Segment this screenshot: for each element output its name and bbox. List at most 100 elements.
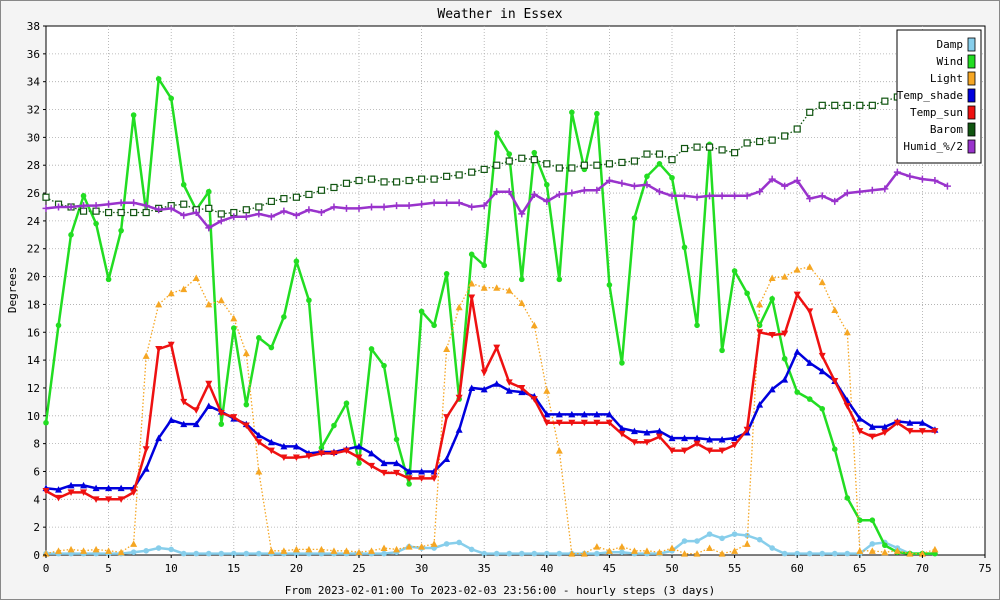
data-point-damp <box>531 550 538 557</box>
data-point-humid-2 <box>793 177 801 185</box>
data-point-light <box>793 266 801 273</box>
data-point-temp-shade <box>668 434 676 442</box>
data-point-wind <box>619 360 625 366</box>
data-point-humid-2 <box>718 192 726 200</box>
data-point-temp-shade <box>393 459 401 467</box>
data-point-damp <box>731 531 738 537</box>
data-point-damp <box>819 550 826 557</box>
legend-box <box>896 29 982 164</box>
data-point-temp-sun <box>806 308 814 315</box>
data-point-barom <box>217 210 225 218</box>
data-point-temp-shade <box>117 484 125 492</box>
data-point-temp-shade <box>292 442 300 450</box>
data-point-wind <box>43 419 49 426</box>
data-point-temp-sun <box>893 419 901 427</box>
data-point-temp-sun <box>843 403 851 410</box>
data-point-light <box>430 540 438 547</box>
data-point-temp-sun <box>881 429 889 436</box>
data-point-humid-2 <box>568 189 576 197</box>
data-point-wind <box>719 347 725 354</box>
data-point-temp-sun <box>330 450 338 457</box>
data-point-light <box>593 543 601 550</box>
data-point-light <box>643 547 651 554</box>
data-point-barom <box>430 175 438 183</box>
data-point-barom <box>355 176 363 185</box>
data-point-light <box>317 545 325 553</box>
data-point-damp <box>155 545 162 551</box>
data-point-humid-2 <box>480 202 488 210</box>
data-point-light <box>493 284 501 291</box>
legend-swatch <box>967 37 976 52</box>
data-point-damp <box>719 535 725 542</box>
data-point-humid-2 <box>280 207 288 215</box>
data-point-temp-sun <box>443 414 451 421</box>
data-point-temp-shade <box>80 481 88 489</box>
data-point-wind <box>644 173 650 180</box>
data-point-humid-2 <box>468 203 476 211</box>
data-point-temp-shade <box>355 442 363 450</box>
data-point-temp-shade <box>630 427 638 435</box>
y-tick-label: 8 <box>33 438 40 451</box>
data-point-temp-shade <box>67 481 75 489</box>
data-point-humid-2 <box>893 168 901 176</box>
data-point-temp-shade <box>568 410 576 418</box>
data-point-temp-sun <box>455 394 463 402</box>
data-point-wind <box>781 355 788 362</box>
data-point-barom <box>668 156 676 164</box>
data-point-temp-sun <box>681 447 689 455</box>
data-point-wind <box>218 421 225 427</box>
data-point-damp <box>243 550 250 557</box>
data-point-damp <box>130 549 137 556</box>
y-tick-label: 12 <box>27 382 40 395</box>
data-point-damp <box>168 546 174 553</box>
data-point-humid-2 <box>618 179 626 187</box>
data-point-barom <box>743 139 751 147</box>
legend-label: Temp_sun <box>910 106 963 119</box>
data-point-wind <box>130 112 137 118</box>
data-point-barom <box>580 161 588 169</box>
data-point-light <box>230 314 238 322</box>
data-point-wind <box>268 344 275 351</box>
data-point-barom <box>255 203 263 211</box>
data-point-damp <box>218 550 225 557</box>
data-point-temp-sun <box>380 469 388 477</box>
y-tick-label: 4 <box>33 493 40 506</box>
data-point-barom <box>818 101 826 109</box>
data-point-temp-sun <box>781 330 789 338</box>
data-point-damp <box>556 550 563 557</box>
data-point-light <box>931 545 939 553</box>
data-point-light <box>180 285 188 293</box>
data-point-temp-sun <box>167 341 175 349</box>
data-point-temp-sun <box>80 489 88 496</box>
data-point-wind <box>418 308 425 315</box>
data-point-barom <box>555 164 563 172</box>
data-point-humid-2 <box>67 203 75 211</box>
data-point-damp <box>756 536 763 543</box>
x-tick-label: 55 <box>728 562 741 575</box>
data-point-light <box>893 547 901 554</box>
data-point-temp-sun <box>305 453 313 460</box>
y-tick-label: 30 <box>27 131 40 144</box>
data-point-humid-2 <box>881 185 889 193</box>
data-point-temp-sun <box>355 454 363 462</box>
data-point-damp <box>518 550 525 557</box>
data-point-wind <box>80 193 87 199</box>
data-point-barom <box>418 175 426 183</box>
data-point-humid-2 <box>605 177 613 185</box>
data-point-wind <box>481 262 488 269</box>
legend-swatch <box>967 54 976 69</box>
data-point-temp-sun <box>868 433 876 441</box>
data-point-humid-2 <box>731 192 739 200</box>
data-point-light <box>518 299 526 307</box>
data-point-temp-sun <box>643 439 651 446</box>
data-point-light <box>568 550 576 557</box>
data-point-barom <box>104 208 113 217</box>
data-point-damp <box>619 549 625 556</box>
data-point-light <box>117 548 125 556</box>
legend: Damp Wind Light Temp_shade Temp_sun Barom Humi… <box>896 29 982 164</box>
data-point-temp-shade <box>706 435 714 443</box>
x-tick-label: 70 <box>916 562 929 575</box>
data-point-light <box>393 545 401 553</box>
data-point-temp-shade <box>405 467 413 475</box>
data-point-wind <box>518 276 525 283</box>
